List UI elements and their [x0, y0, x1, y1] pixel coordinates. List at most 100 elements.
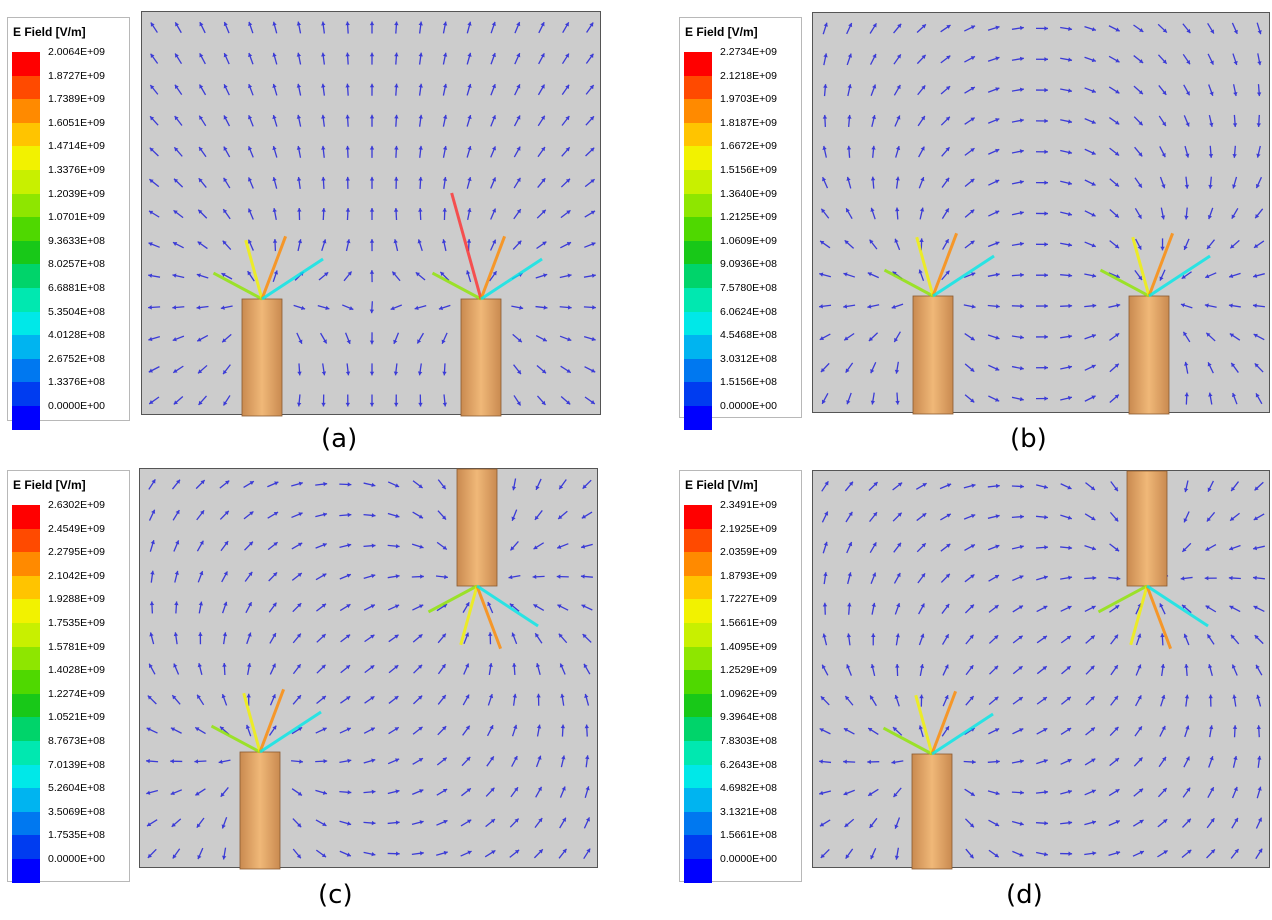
field-vector [1035, 87, 1049, 93]
field-vector [1060, 635, 1072, 644]
field-vector [1109, 147, 1120, 156]
field-vector [1011, 544, 1024, 550]
field-vector [1208, 176, 1213, 189]
field-vector [418, 145, 423, 158]
field-vector [1229, 512, 1240, 522]
field-vector [1035, 514, 1049, 520]
field-vector [893, 787, 902, 798]
field-vector [940, 116, 951, 126]
field-vector [585, 755, 590, 768]
field-vector [415, 271, 426, 281]
field-vector [394, 21, 399, 34]
field-vector [869, 22, 877, 34]
field-vector [1231, 786, 1238, 799]
field-vector [847, 84, 852, 97]
field-vector [487, 693, 494, 706]
field-vector [1256, 786, 1262, 799]
field-vector [148, 663, 156, 675]
field-vector [847, 114, 852, 127]
field-vector [1060, 119, 1073, 124]
field-vector [297, 239, 303, 252]
field-vector [1060, 789, 1073, 795]
legend-swatch [12, 406, 40, 431]
field-vector [1254, 208, 1264, 219]
field-vector [1011, 272, 1024, 278]
field-vector [511, 478, 517, 491]
legend-tick-label: 1.2529E+09 [720, 664, 777, 677]
field-vector [387, 543, 400, 549]
field-vector [867, 759, 880, 765]
field-vector [418, 207, 423, 221]
field-vector [462, 694, 470, 706]
field-vector [819, 759, 832, 764]
field-vector [537, 115, 546, 127]
field-vector [1084, 789, 1096, 796]
field-vector [871, 602, 876, 615]
field-vector [1184, 176, 1190, 189]
strong-field-vector [882, 726, 933, 756]
field-vector [1108, 850, 1121, 857]
field-vector [586, 22, 594, 33]
field-vector [561, 84, 570, 95]
field-vector [871, 633, 876, 646]
legend-swatch [12, 552, 40, 577]
field-vector [1011, 210, 1024, 216]
field-vector [243, 480, 255, 489]
field-vector [363, 573, 376, 579]
field-vector [870, 572, 877, 584]
field-vector [819, 819, 831, 827]
field-vector [988, 395, 1000, 402]
field-vector [369, 239, 375, 252]
field-vector [1230, 634, 1240, 645]
field-vector [174, 115, 183, 126]
field-vector [845, 848, 854, 859]
field-vector [560, 396, 571, 405]
field-vector [170, 759, 183, 764]
field-vector [339, 573, 352, 580]
field-vector [964, 209, 975, 218]
legend-swatch [684, 193, 712, 218]
field-vector [1180, 576, 1193, 581]
field-vector [247, 208, 254, 220]
legend-tick-label: 1.9288E+09 [48, 593, 105, 606]
field-vector [363, 851, 376, 857]
field-vector [268, 571, 278, 582]
field-vector [363, 513, 376, 518]
field-vector [1228, 272, 1241, 279]
field-vector [245, 724, 252, 737]
legend-tick-label: 0.0000E+00 [720, 853, 777, 865]
field-vector [172, 365, 184, 374]
field-vector [1256, 22, 1262, 35]
field-vector [1036, 605, 1048, 613]
field-vector [988, 696, 999, 705]
field-vector [559, 663, 566, 675]
field-vector [895, 145, 901, 158]
field-vector [441, 239, 447, 252]
field-vector [197, 663, 203, 675]
field-vector [821, 392, 829, 405]
legend-swatch [684, 217, 712, 242]
field-vector [442, 207, 447, 221]
field-vector [562, 22, 570, 34]
legend-swatch [684, 99, 712, 124]
field-vector [315, 573, 327, 581]
field-vector [1036, 575, 1048, 581]
legend-tick-label: 0.0000E+00 [48, 400, 105, 412]
field-vector [345, 52, 350, 65]
field-vector [894, 847, 900, 860]
field-vector [292, 694, 302, 705]
field-vector [1085, 482, 1096, 491]
field-vector [173, 632, 179, 645]
field-vector [1229, 333, 1241, 341]
field-vector [514, 21, 521, 34]
strong-field-vector [932, 254, 995, 298]
field-vector [1060, 365, 1073, 370]
legend-tick-label: 9.0936E+08 [720, 258, 777, 271]
legend-swatch [12, 240, 40, 265]
field-vector [1109, 543, 1120, 552]
field-vector [533, 542, 545, 550]
field-vector [220, 787, 229, 798]
legend-swatch [12, 835, 40, 860]
field-vector [820, 362, 830, 373]
field-vector [174, 22, 182, 34]
